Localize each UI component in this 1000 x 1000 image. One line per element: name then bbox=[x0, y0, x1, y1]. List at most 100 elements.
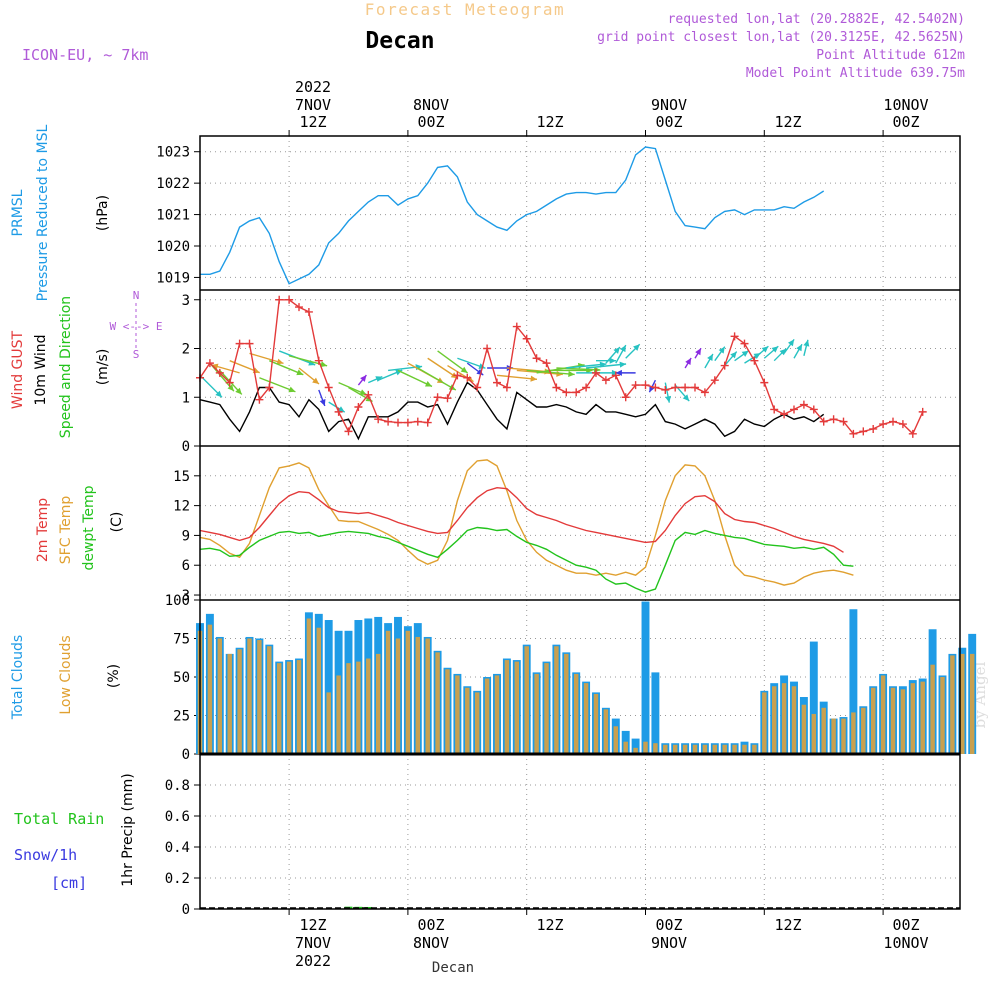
temp-unit: (C) bbox=[109, 512, 125, 533]
model-altitude: Model Point Altitude 639.75m bbox=[746, 66, 965, 81]
wind-gust-point bbox=[572, 388, 581, 397]
wind-arrow-head bbox=[320, 361, 328, 368]
wind-arrow-head bbox=[611, 369, 619, 376]
wind10m-label: 10m Wind bbox=[33, 334, 49, 405]
low-cloud-bar bbox=[732, 744, 737, 754]
low-cloud-bar bbox=[781, 683, 787, 754]
wind-arrow-head bbox=[235, 387, 242, 395]
wind-gust-point bbox=[245, 339, 254, 348]
wind-gust-point bbox=[463, 373, 472, 382]
low-cloud-bar bbox=[465, 687, 470, 754]
low-cloud-bar bbox=[653, 743, 658, 754]
dewpt-label: dewpt Temp bbox=[81, 485, 97, 570]
low-cloud-bar bbox=[573, 673, 579, 754]
wind-arrow-head bbox=[460, 366, 468, 373]
low-cloud-bar bbox=[484, 678, 490, 754]
top-date-label: 7NOV bbox=[295, 96, 331, 114]
top-date-label: 10NOV bbox=[883, 96, 928, 114]
pressure-unit: (hPa) bbox=[95, 195, 111, 231]
wind-arrow-head bbox=[779, 348, 787, 356]
top-year-label: 2022 bbox=[295, 78, 331, 96]
top-date-label: 8NOV bbox=[413, 96, 449, 114]
wind-gust-point bbox=[295, 303, 303, 312]
wind-gust-point bbox=[849, 429, 858, 438]
wind-arrow-head bbox=[730, 351, 737, 359]
wind-gust-point bbox=[384, 417, 393, 426]
wind-gust-point bbox=[215, 368, 224, 377]
data-layer bbox=[196, 146, 977, 910]
precip-axis-label: 1hr Precip (mm) bbox=[120, 773, 136, 886]
bottom-time-axis: 12Z 7NOV 2022 00Z 8NOV 12Z 00Z 9NOV 12Z … bbox=[295, 916, 929, 976]
pressure-label: Pressure Reduced to MSL bbox=[35, 124, 51, 301]
wind-gust-point bbox=[423, 418, 432, 427]
low-cloud-bar bbox=[742, 744, 747, 754]
low-cloud-bar bbox=[276, 663, 282, 754]
low-cloud-bar bbox=[207, 624, 213, 754]
low-cloud-bar bbox=[682, 744, 688, 754]
total-cloud-bar bbox=[324, 620, 333, 754]
wind-gust-point bbox=[918, 407, 927, 416]
wind-arrow-head bbox=[466, 375, 474, 382]
top-time-axis: 2022 7NOV 12Z 8NOV 00Z 12Z 9NOV 00Z 12Z … bbox=[295, 78, 929, 131]
wind-gust-point bbox=[265, 383, 274, 392]
bottom-time-label: 00Z bbox=[892, 916, 919, 934]
wind-gust-point bbox=[780, 410, 789, 419]
low-cloud-bar bbox=[940, 677, 945, 754]
wind-gust-point bbox=[770, 405, 779, 414]
wind-gust-point bbox=[750, 356, 759, 365]
low-cloud-bar bbox=[504, 660, 510, 754]
low-cloud-bar bbox=[534, 673, 539, 754]
y-tick-label: 6 bbox=[182, 558, 190, 574]
wind-arrow-head bbox=[288, 386, 296, 393]
total-rain-label: Total Rain bbox=[14, 810, 104, 828]
wind-gust-point bbox=[809, 405, 818, 414]
low-cloud-bar bbox=[326, 692, 331, 754]
cloud-panel-labels: Total Clouds Low Clouds (%) bbox=[10, 635, 122, 720]
wind-gust-point bbox=[562, 388, 571, 397]
y-tick-label: 75 bbox=[173, 632, 190, 648]
wind-arrow-head bbox=[359, 389, 367, 395]
wind-gust-point bbox=[314, 356, 323, 365]
low-cloud-bar bbox=[841, 718, 846, 754]
wind-panel-labels: Wind GUST 10m Wind Speed and Direction (… bbox=[10, 289, 162, 438]
low-cloud-bar bbox=[455, 675, 460, 754]
wind-arrow-head bbox=[620, 345, 626, 353]
low-cloud-bar bbox=[969, 653, 975, 754]
low-cloud-bar bbox=[910, 683, 916, 754]
bottom-date-label: 7NOV bbox=[295, 934, 331, 952]
wind-gust-point bbox=[255, 395, 264, 404]
wind-gust-point bbox=[898, 420, 907, 429]
low-cloud-bar bbox=[762, 692, 767, 754]
bottom-year-label: 2022 bbox=[295, 952, 331, 970]
wind-gust-point bbox=[879, 420, 888, 429]
y-tick-label: 0.2 bbox=[165, 871, 190, 887]
bottom-date-label: 9NOV bbox=[651, 934, 687, 952]
low-cloud-bar bbox=[870, 687, 876, 754]
low-cloud-bar bbox=[346, 663, 351, 754]
wind-direction-arrow bbox=[496, 374, 538, 381]
low-cloud-bar bbox=[712, 744, 718, 754]
grid-point-coords: grid point closest lon,lat (20.3125E, 42… bbox=[597, 30, 965, 45]
wind-arrow-head bbox=[718, 346, 725, 354]
low-cloud-bar bbox=[702, 744, 708, 754]
t2m-line bbox=[199, 486, 844, 553]
y-tick-label: 12 bbox=[173, 499, 190, 515]
wind-gust-point bbox=[285, 295, 294, 304]
low-cloud-bar bbox=[851, 712, 856, 754]
wind-gust-point bbox=[651, 383, 660, 392]
low-cloud-bar bbox=[306, 618, 312, 754]
low-cloud-bar bbox=[593, 693, 599, 754]
y-tick-label: 3 bbox=[182, 293, 190, 309]
wind-gust-point bbox=[483, 344, 492, 353]
bottom-date-label: 8NOV bbox=[413, 934, 449, 952]
low-cloud-bar bbox=[752, 744, 757, 754]
low-cloud-bar bbox=[831, 718, 836, 754]
wind-gust-point bbox=[225, 378, 234, 387]
pressure-panel-labels: PRMSL Pressure Reduced to MSL (hPa) bbox=[10, 124, 111, 301]
wind-gust-point bbox=[512, 322, 521, 331]
wind-gust-point bbox=[869, 424, 878, 433]
plot-frame bbox=[199, 135, 961, 910]
wind-arrow-head bbox=[761, 346, 769, 353]
y-tick-label: 0 bbox=[182, 902, 190, 918]
